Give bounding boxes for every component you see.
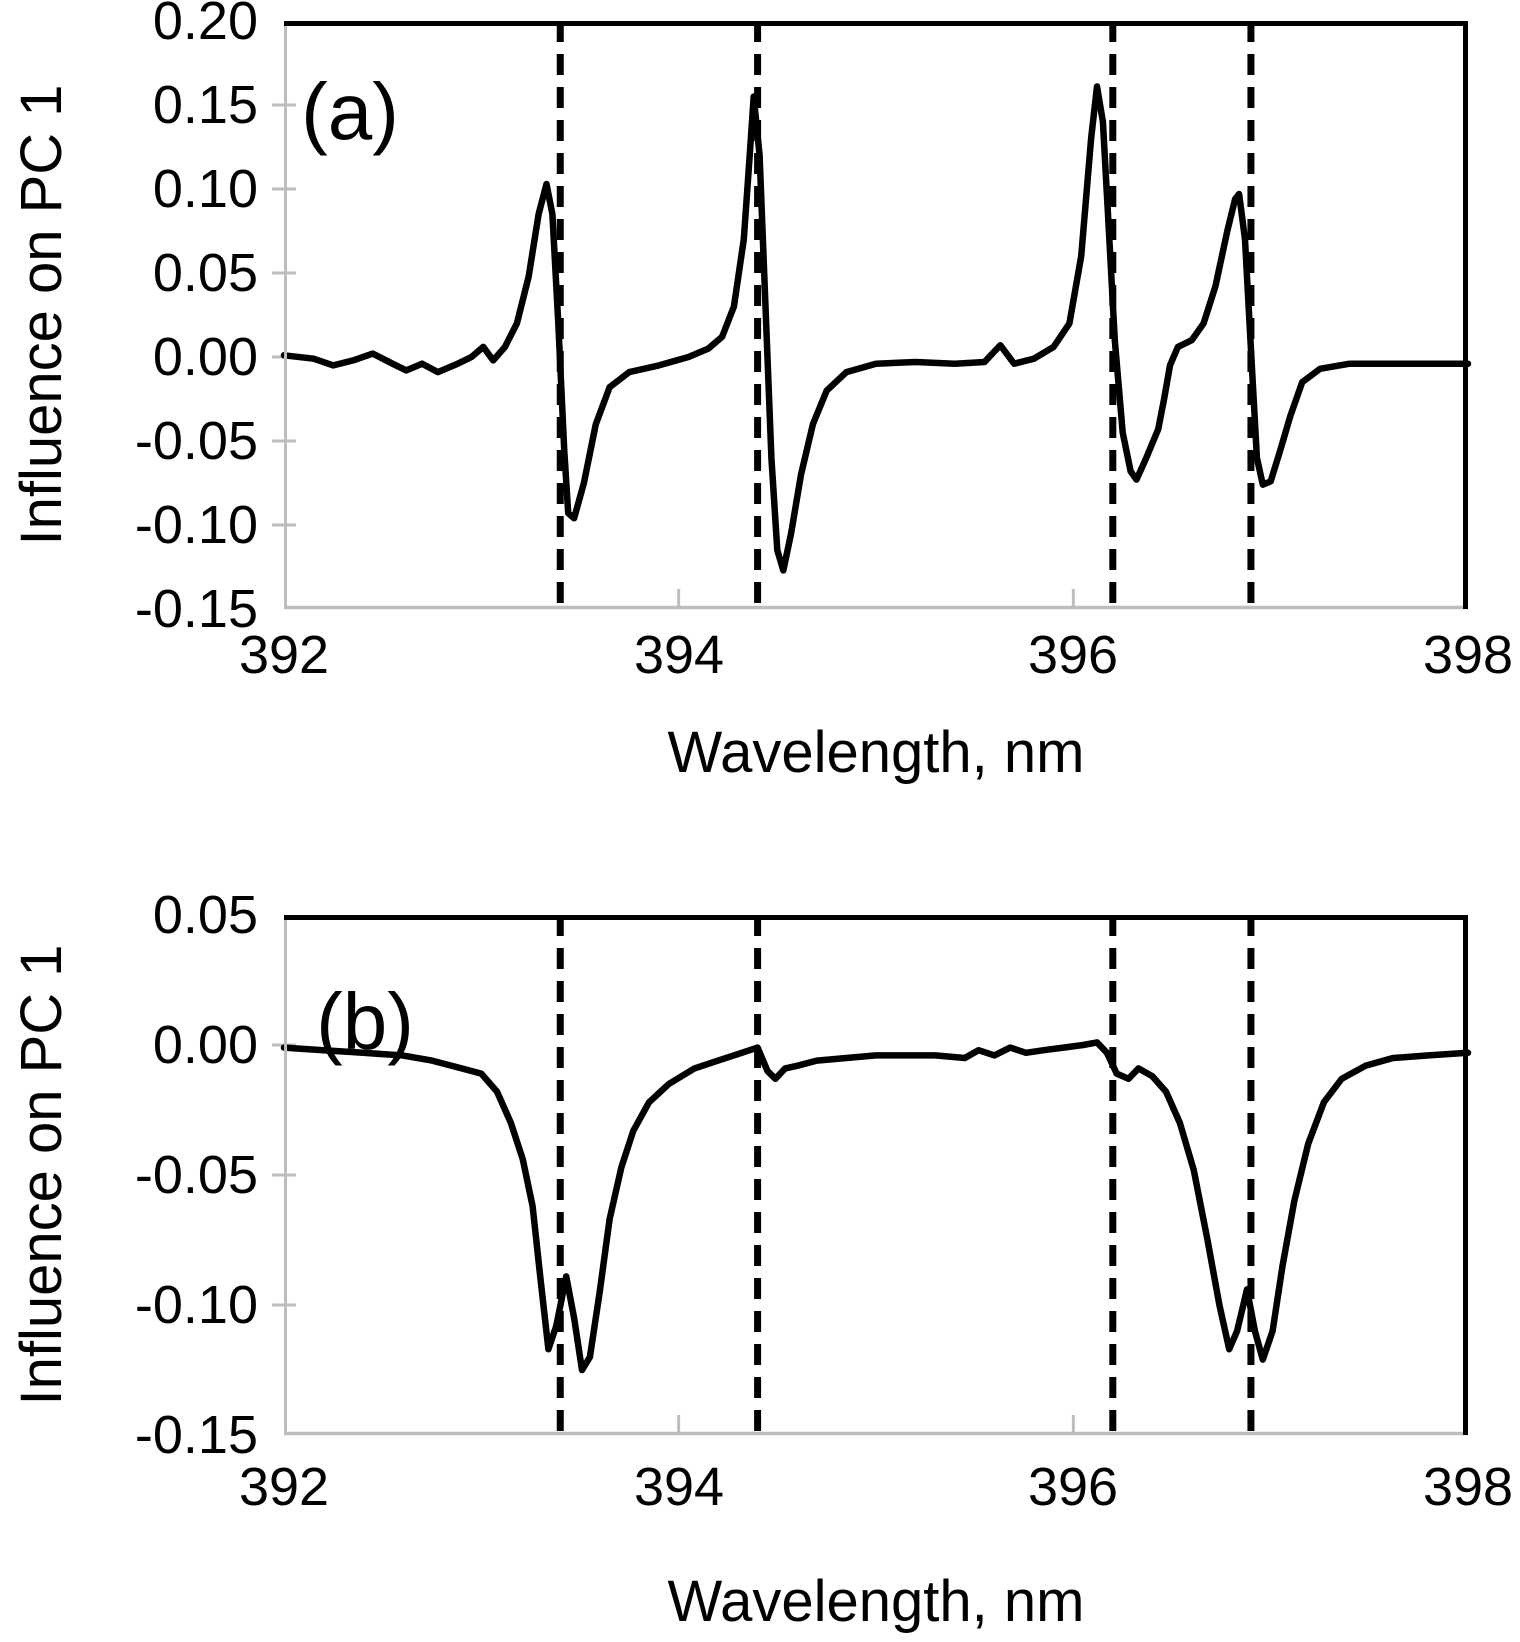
y-tick-label: -0.15 bbox=[134, 1405, 258, 1465]
x-tick-label: 392 bbox=[238, 1457, 330, 1517]
x-tick-label: 398 bbox=[1422, 1457, 1514, 1517]
y-tick-label: -0.05 bbox=[134, 411, 258, 471]
y-tick-label: 0.00 bbox=[152, 1015, 258, 1075]
y-tick-label: 0.05 bbox=[152, 243, 258, 303]
x-tick-label: 394 bbox=[633, 1457, 725, 1517]
y-tick-label: 0.00 bbox=[152, 327, 258, 387]
plot-area-b bbox=[272, 915, 1472, 1436]
y-axis-title-a: Influence on PC 1 bbox=[9, 84, 74, 546]
y-tick-label: 0.10 bbox=[152, 159, 258, 219]
x-tick-label: 392 bbox=[238, 625, 330, 685]
x-axis-title-b: Wavelength, nm bbox=[667, 1569, 1085, 1634]
y-tick-label: -0.10 bbox=[134, 495, 258, 555]
y-tick-label: 0.20 bbox=[152, 0, 258, 51]
y-tick-label: -0.05 bbox=[134, 1145, 258, 1205]
y-tick-label: -0.15 bbox=[134, 579, 258, 639]
x-tick-label: 394 bbox=[633, 625, 725, 685]
y-tick-label: 0.15 bbox=[152, 75, 258, 135]
y-tick-label: -0.10 bbox=[134, 1275, 258, 1335]
x-tick-label: 396 bbox=[1027, 1457, 1119, 1517]
plot-area-a bbox=[272, 21, 1472, 610]
x-axis-title-a: Wavelength, nm bbox=[667, 720, 1085, 785]
panel-label-a: (a) bbox=[301, 67, 399, 156]
y-tick-label: 0.05 bbox=[152, 885, 258, 945]
x-tick-label: 398 bbox=[1422, 625, 1514, 685]
x-tick-label: 396 bbox=[1027, 625, 1119, 685]
